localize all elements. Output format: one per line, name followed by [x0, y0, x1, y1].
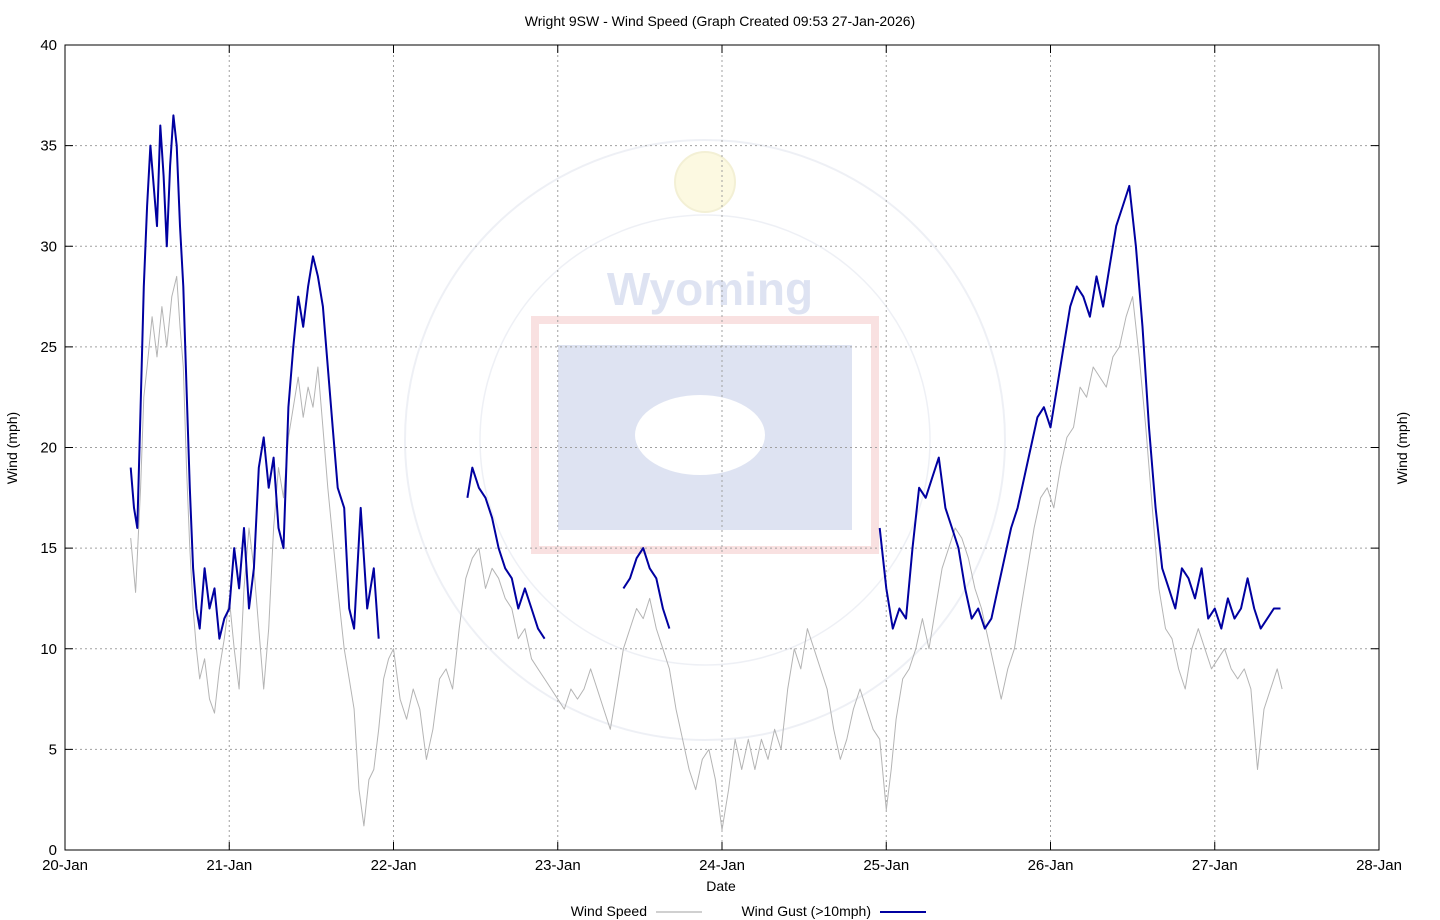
x-tick-label: 23-Jan — [535, 857, 581, 874]
wind-speed-line — [130, 275, 1283, 831]
seal-flag-field — [558, 345, 852, 530]
y-tick-label: 5 — [49, 741, 57, 758]
seal-bison-icon — [635, 395, 765, 475]
watermark-seal: Wyoming — [404, 139, 1006, 741]
seal-flag-border — [531, 316, 879, 554]
legend: Wind Speed Wind Gust (>10mph) — [571, 903, 926, 919]
legend-label-wind-speed: Wind Speed — [571, 903, 647, 919]
y-tick-label: 30 — [40, 238, 57, 255]
y-tick-label: 15 — [40, 540, 57, 557]
seal-wordmark: Wyoming — [607, 263, 813, 315]
x-tick-label: 25-Jan — [863, 857, 909, 874]
wind-gust-line — [878, 184, 1281, 630]
x-tick-label: 26-Jan — [1028, 857, 1074, 874]
y-tick-label: 40 — [40, 37, 57, 54]
x-axis: 20-Jan 21-Jan 22-Jan 23-Jan 24-Jan 25-Jan 26-J… — [42, 45, 1402, 874]
x-tick-label: 28-Jan — [1356, 857, 1402, 874]
seal-sun-icon — [674, 151, 736, 213]
y-tick-label: 10 — [40, 641, 57, 658]
y-tick-label: 0 — [49, 842, 57, 859]
legend-label-wind-gust: Wind Gust (>10mph) — [741, 903, 871, 919]
x-tick-label: 21-Jan — [206, 857, 252, 874]
x-axis-title: Date — [706, 878, 736, 894]
wind-gust-line — [622, 547, 671, 629]
y-axis-title-right: Wind (mph) — [1394, 412, 1410, 484]
seal-inner-ring — [479, 214, 931, 666]
chart-title: Wright 9SW - Wind Speed (Graph Created 0… — [525, 13, 915, 29]
x-tick-label: 24-Jan — [699, 857, 745, 874]
y-axis-title: Wind (mph) — [4, 412, 20, 484]
seal-outer-ring — [404, 139, 1006, 741]
series-layer — [129, 114, 1283, 831]
wind-gust-line — [129, 114, 380, 640]
x-tick-label: 22-Jan — [371, 857, 417, 874]
grid — [65, 45, 1379, 850]
y-axis: 0 5 10 15 20 25 30 35 40 — [40, 37, 1379, 859]
x-tick-label: 20-Jan — [42, 857, 88, 874]
x-tick-label: 27-Jan — [1192, 857, 1238, 874]
y-tick-label: 20 — [40, 440, 57, 457]
wind-gust-line — [466, 466, 546, 640]
y-tick-label: 35 — [40, 138, 57, 155]
y-tick-label: 25 — [40, 339, 57, 356]
